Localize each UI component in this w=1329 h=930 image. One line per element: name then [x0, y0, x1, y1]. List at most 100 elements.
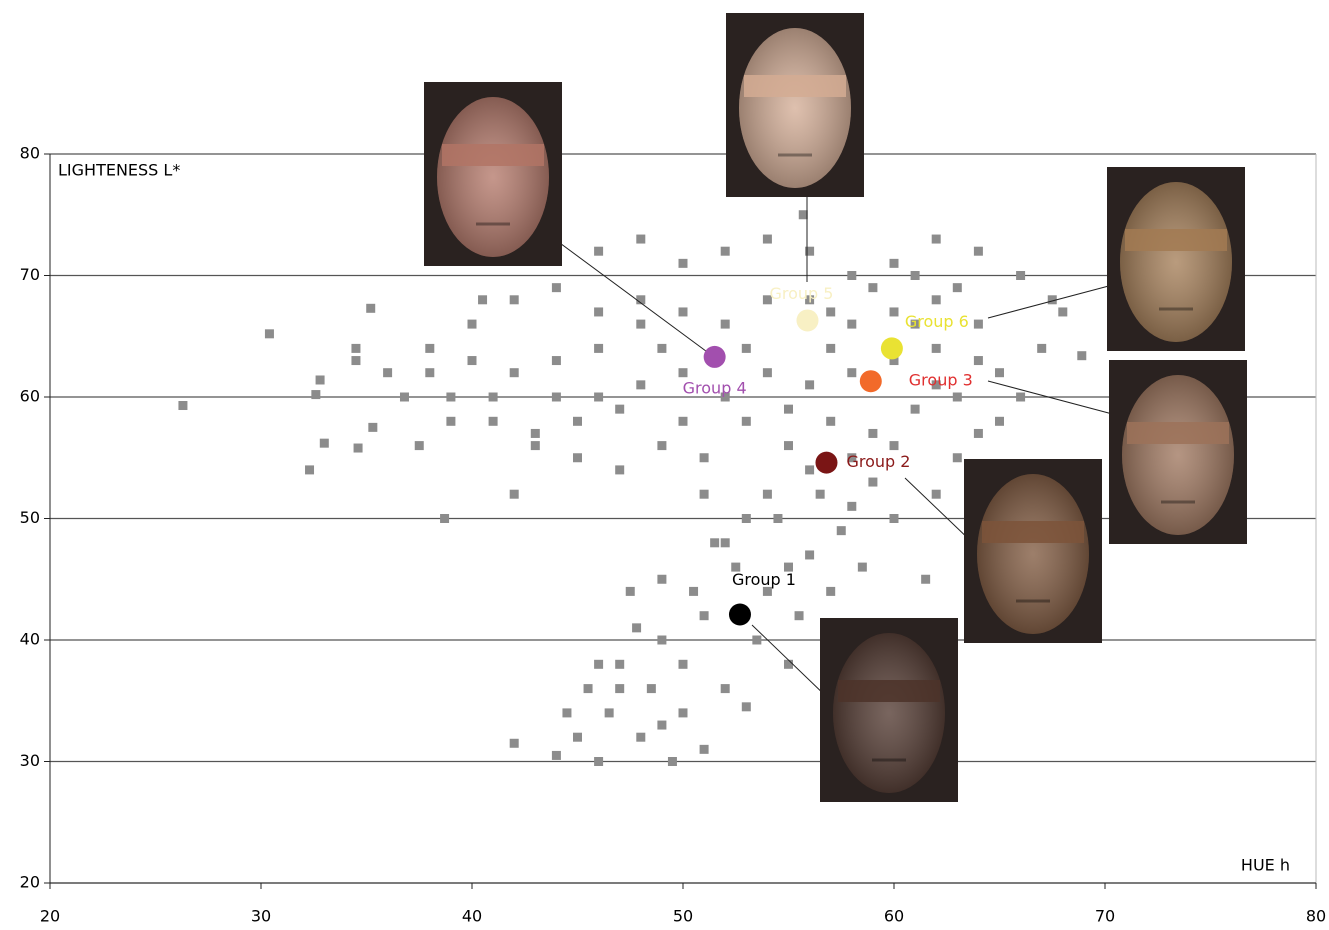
scatter-point — [911, 405, 920, 414]
face-photo — [977, 474, 1089, 634]
eye-mask — [1127, 422, 1229, 444]
scatter-point — [679, 417, 688, 426]
face-photo — [739, 28, 851, 188]
scatter-point — [847, 502, 856, 511]
scatter-point — [265, 329, 274, 338]
scatter-point — [974, 320, 983, 329]
scatter-point — [932, 344, 941, 353]
scatter-point — [974, 356, 983, 365]
scatter-point — [636, 733, 645, 742]
face-photo — [1122, 375, 1234, 535]
scatter-point — [368, 423, 377, 432]
scatter-point — [742, 702, 751, 711]
scatter-point — [921, 575, 930, 584]
scatter-point — [584, 684, 593, 693]
scatter-point — [679, 259, 688, 268]
scatter-point — [752, 636, 761, 645]
scatter-point — [805, 550, 814, 559]
scatter-point — [784, 441, 793, 450]
scatter-point — [953, 453, 962, 462]
group-label: Group 5 — [769, 284, 833, 303]
scatter-point — [721, 684, 730, 693]
y-tick-label: 70 — [20, 265, 40, 284]
scatter-point — [700, 490, 709, 499]
scatter-point — [354, 444, 363, 453]
scatter-point — [847, 271, 856, 280]
scatter-point — [510, 490, 519, 499]
scatter-point — [763, 490, 772, 499]
scatter-point — [489, 393, 498, 402]
scatter-point — [311, 390, 320, 399]
scatter-point — [837, 526, 846, 535]
eye-mask — [744, 75, 846, 97]
scatter-point — [953, 393, 962, 402]
scatter-point — [784, 660, 793, 669]
scatter-point — [351, 344, 360, 353]
scatter-point — [510, 295, 519, 304]
scatter-point — [1016, 271, 1025, 280]
group-label: Group 1 — [732, 570, 796, 589]
group-centroid — [881, 337, 903, 359]
scatter-point — [605, 708, 614, 717]
scatter-point — [911, 271, 920, 280]
scatter-point — [552, 751, 561, 760]
scatter-point — [425, 368, 434, 377]
scatter-point — [316, 375, 325, 384]
scatter-point — [636, 320, 645, 329]
x-tick-label: 30 — [251, 907, 271, 926]
scatter-point — [826, 307, 835, 316]
scatter-point — [594, 307, 603, 316]
scatter-point — [995, 368, 1004, 377]
group-centroid — [704, 346, 726, 368]
scatter-point — [594, 247, 603, 256]
scatter-point — [742, 344, 751, 353]
connector — [545, 232, 714, 357]
scatter-point — [657, 441, 666, 450]
scatter-point — [974, 429, 983, 438]
scatter-point — [721, 320, 730, 329]
scatter-point — [305, 465, 314, 474]
scatter-point — [799, 210, 808, 219]
y-tick-label: 40 — [20, 630, 40, 649]
scatter-point — [468, 320, 477, 329]
eye-mask — [838, 680, 940, 702]
scatter-point — [679, 368, 688, 377]
eye-mask — [982, 521, 1084, 543]
scatter-point — [552, 283, 561, 292]
scatter-point — [351, 356, 360, 365]
connector — [752, 625, 830, 700]
scatter-point — [636, 380, 645, 389]
scatter-point — [816, 490, 825, 499]
scatter-point — [868, 478, 877, 487]
scatter-point — [366, 304, 375, 313]
scatter-point — [689, 587, 698, 596]
scatter-point — [805, 247, 814, 256]
face-photo — [833, 633, 945, 793]
eye-mask — [1125, 229, 1227, 251]
scatter-point — [552, 356, 561, 365]
face-photo — [1120, 182, 1232, 342]
group-centroid — [860, 370, 882, 392]
group-label: Group 6 — [905, 312, 969, 331]
y-axis-label: LIGHTENESS L* — [58, 161, 180, 180]
scatter-point — [858, 563, 867, 572]
scatter-point — [657, 575, 666, 584]
scatter-point — [552, 393, 561, 402]
scatter-point — [415, 441, 424, 450]
scatter-point — [805, 380, 814, 389]
scatter-point — [700, 745, 709, 754]
scatter-point — [594, 757, 603, 766]
scatter-point — [763, 235, 772, 244]
scatter-point — [795, 611, 804, 620]
scatter-point — [657, 636, 666, 645]
scatter-point — [700, 453, 709, 462]
scatter-point — [320, 439, 329, 448]
scatter-point — [890, 514, 899, 523]
face-photos — [424, 13, 1247, 802]
scatter-point — [721, 538, 730, 547]
scatter-point — [784, 405, 793, 414]
scatter-point — [531, 441, 540, 450]
scatter-point — [632, 623, 641, 632]
scatter-point — [446, 393, 455, 402]
scatter-point — [679, 307, 688, 316]
